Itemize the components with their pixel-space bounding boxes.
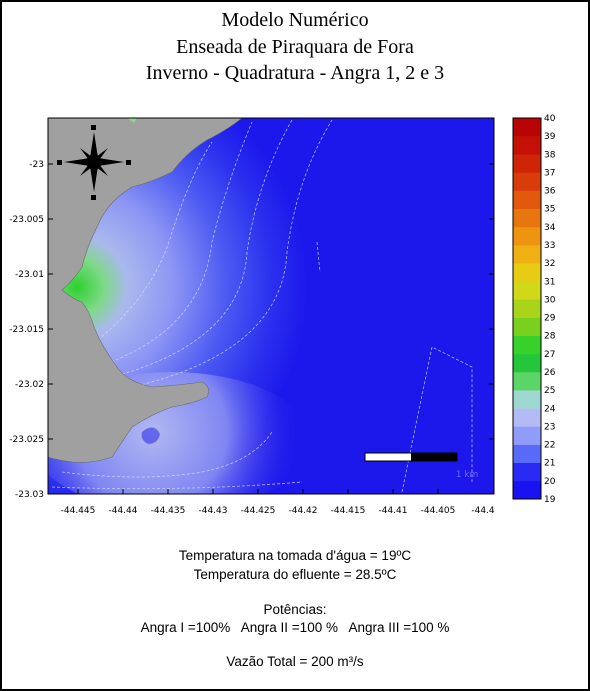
intake-temperature-text: Temperatura na tomada d'água = 19ºC — [178, 548, 412, 563]
y-tick-label: -23.01 — [15, 270, 44, 280]
colorbar-band — [513, 208, 541, 228]
colorbar-label: 30 — [544, 295, 556, 305]
x-tick-label: -44.435 — [151, 506, 186, 516]
colorbar-label: 36 — [544, 187, 556, 197]
isotherm-lines — [51, 119, 473, 493]
title-line-2: Enseada de Piraquara de Fora — [176, 36, 414, 58]
power-values-text: Angra I =100% Angra II =100 % Angra III … — [140, 620, 450, 635]
colorbar-label: 37 — [544, 168, 555, 178]
colorbar-band — [513, 353, 541, 373]
colorbar-band — [513, 390, 541, 409]
x-tick-label: -44.405 — [421, 506, 456, 516]
colorbar-label: 35 — [544, 205, 555, 215]
colorbar-band — [513, 335, 541, 355]
colorbar-label: 25 — [544, 386, 555, 396]
colorbar-label: 33 — [544, 241, 555, 251]
scale-bar-end-label: 1 km — [456, 470, 479, 480]
colorbar-band — [513, 245, 541, 264]
scale-bar: 0 1 km — [364, 452, 479, 480]
north-land-patch — [127, 118, 137, 123]
x-tick-label: -44.44 — [108, 506, 137, 516]
y-tick-label: -23 — [29, 160, 44, 170]
colorbar-band — [513, 226, 541, 246]
y-tick-label: -23.005 — [9, 215, 44, 225]
colorbar-label: 32 — [544, 259, 555, 269]
colorbar-band — [513, 118, 541, 137]
colorbar-label: 20 — [544, 477, 556, 487]
colorbar-label: 40 — [544, 114, 556, 124]
scale-bar-start-label: 0 — [365, 470, 371, 480]
colorbar-band — [513, 480, 541, 500]
x-tick-label: -44.415 — [331, 506, 366, 516]
coastline-land — [48, 118, 243, 463]
colorbar-band — [513, 426, 541, 445]
colorbar-band — [513, 462, 541, 482]
effluent-temperature-text: Temperatura do efluente = 28.5ºC — [193, 567, 397, 582]
colorbar-label: 23 — [544, 422, 555, 432]
y-axis: -23 -23.005 -23.01 -23.015 -23.02 -23.02… — [9, 160, 494, 500]
colorbar-band — [513, 372, 541, 391]
x-axis: -44.445 -44.44 -44.435 -44.43 -44.425 -4… — [61, 489, 495, 516]
colorbar-band — [513, 408, 541, 427]
colorbar-label: 26 — [544, 368, 556, 378]
y-tick-label: -23.015 — [9, 325, 44, 335]
y-tick-label: -23.03 — [15, 490, 44, 500]
x-tick-label: -44.41 — [378, 506, 407, 516]
land-area — [48, 118, 243, 463]
colorbar-label: 31 — [544, 277, 555, 287]
colorbar-band — [513, 154, 541, 173]
colorbar-label: 22 — [544, 441, 555, 451]
colorbar-band — [513, 281, 541, 300]
colorbar-band — [513, 444, 541, 464]
colorbar-band — [513, 190, 541, 210]
power-heading: Potências: — [263, 602, 327, 617]
y-tick-label: -23.025 — [9, 435, 44, 445]
colorbar-band — [513, 299, 541, 318]
title-line-3: Inverno - Quadratura - Angra 1, 2 e 3 — [145, 62, 445, 84]
total-flow-text: Vazão Total = 200 m³/s — [226, 654, 364, 669]
colorbar-band — [513, 263, 541, 282]
map-border — [47, 117, 495, 495]
colorbar-label: 21 — [544, 459, 555, 469]
x-tick-label: -44.43 — [198, 506, 227, 516]
colorbar-label: 29 — [544, 314, 556, 324]
colorbar-label: 34 — [544, 223, 556, 233]
colorbar-border — [512, 117, 542, 500]
colorbar-band — [513, 136, 541, 155]
compass-rose-icon — [57, 125, 131, 200]
x-tick-label: -44.42 — [288, 506, 317, 516]
x-tick-label: -44.445 — [61, 506, 96, 516]
colorbar-label: 38 — [544, 150, 556, 160]
colorbar-label: 27 — [544, 350, 555, 360]
colorbar-label: 28 — [544, 332, 556, 342]
title-line-1: Modelo Numérico — [221, 9, 369, 31]
colorbar-band — [513, 172, 541, 191]
y-tick-label: -23.02 — [15, 380, 44, 390]
colorbar-label: 24 — [544, 404, 556, 414]
colorbar-label: 39 — [544, 132, 556, 142]
colorbar: 40 39 38 37 36 35 34 33 32 31 30 29 28 27 26 25 24 23 22 21… — [512, 114, 556, 505]
x-tick-label: -44.425 — [241, 506, 276, 516]
small-island — [141, 427, 161, 445]
x-tick-label: -44.4 — [471, 506, 495, 516]
colorbar-band — [513, 317, 541, 337]
colorbar-label: 19 — [544, 495, 556, 505]
